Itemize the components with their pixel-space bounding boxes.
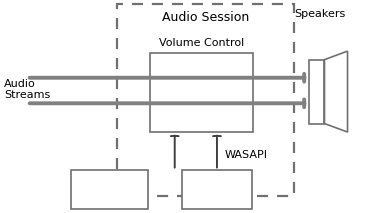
Bar: [182, 170, 252, 209]
Text: SndVol: SndVol: [198, 185, 236, 194]
Bar: [309, 60, 324, 124]
Text: WASAPI: WASAPI: [225, 151, 268, 160]
Text: Speakers: Speakers: [295, 9, 346, 19]
Text: Audio
Streams: Audio Streams: [4, 79, 50, 100]
Bar: [71, 170, 148, 209]
Bar: [117, 4, 294, 196]
Text: Audio Session: Audio Session: [162, 11, 249, 24]
Bar: [150, 53, 253, 132]
Text: Application: Application: [78, 185, 141, 194]
Text: Volume Control: Volume Control: [159, 38, 244, 48]
Polygon shape: [324, 51, 348, 132]
